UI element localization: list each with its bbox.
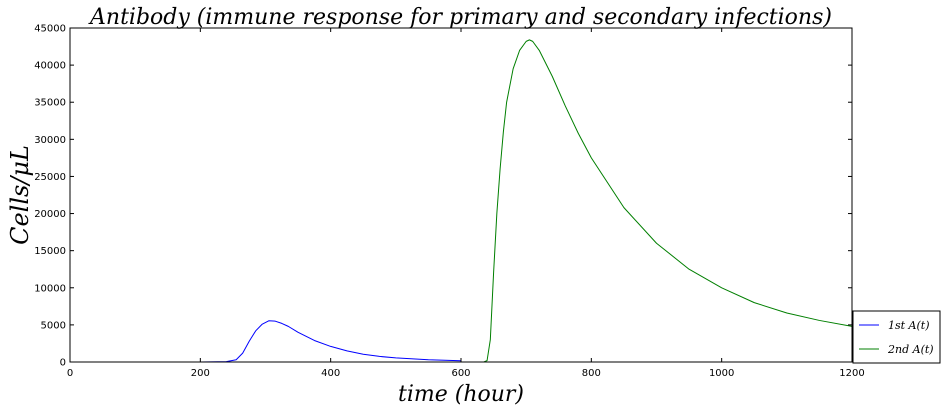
y-tick-label: 30000 — [34, 135, 66, 146]
legend-box — [852, 310, 941, 364]
y-tick-label: 5000 — [41, 320, 66, 331]
y-tick-label: 40000 — [34, 61, 66, 72]
x-tick-label: 600 — [451, 368, 470, 379]
x-tick-label: 1000 — [709, 368, 734, 379]
y-tick-label: 20000 — [34, 209, 66, 220]
x-axis-label: time (hour) — [398, 382, 524, 407]
y-tick-label: 10000 — [34, 283, 66, 294]
y-axis-label: Cells/μL — [6, 145, 34, 245]
y-tick-label: 45000 — [34, 24, 66, 35]
y-tick-label: 15000 — [34, 246, 66, 257]
chart-title: Antibody (immune response for primary an… — [88, 5, 832, 30]
y-tick-label: 25000 — [34, 172, 66, 183]
legend-label-2: 2nd A(t) — [887, 343, 934, 356]
x-tick-label: 200 — [191, 368, 210, 379]
x-tick-label: 0 — [67, 368, 73, 379]
series-layer — [70, 39, 853, 363]
ticks-layer: 0 200 400 600 800 1000 1200 0 5000 10000 15000 2000… — [34, 24, 865, 380]
x-tick-label: 1200 — [839, 368, 864, 379]
y-tick-label: 35000 — [34, 98, 66, 109]
plot-area-frame — [69, 27, 853, 363]
series-line-2 — [461, 39, 853, 363]
legend: 1st A(t) 2nd A(t) — [852, 310, 941, 364]
x-tick-label: 800 — [582, 368, 601, 379]
y-tick-label: 0 — [60, 358, 66, 369]
legend-label-1: 1st A(t) — [888, 319, 930, 332]
series-line-1 — [70, 320, 462, 363]
x-tick-label: 400 — [321, 368, 340, 379]
